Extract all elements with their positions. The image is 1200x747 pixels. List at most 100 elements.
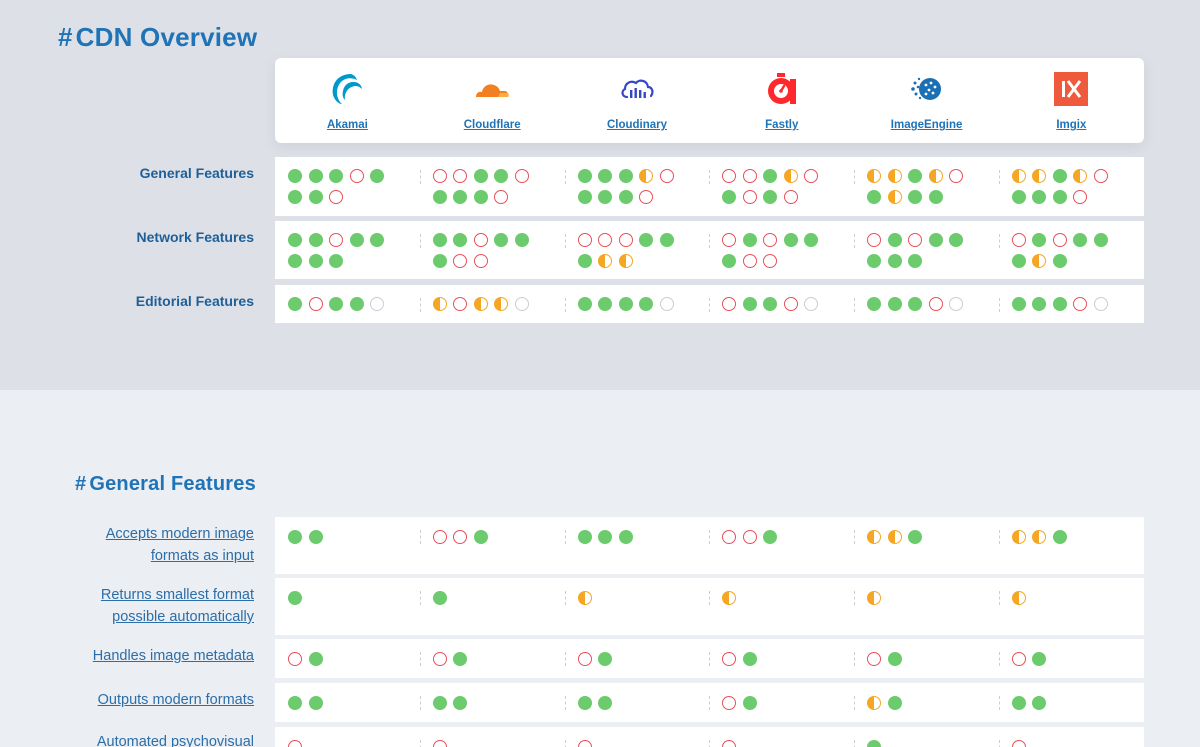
score-cell [564,727,710,747]
vendor-link-fastly[interactable]: Fastly [765,119,799,131]
score-cell [275,578,420,635]
feature-link-image-metadata[interactable]: Handles image metadata [92,648,254,664]
score-cell [709,639,854,678]
score-full-dot [742,652,757,666]
category-label-network: Network Features [136,229,254,245]
score-full-dot [639,297,654,311]
score-full-dot [288,591,302,605]
score-full-dot [598,696,613,710]
score-cell [709,221,854,279]
score-full-dot [887,652,902,666]
vendor-link-imageengine[interactable]: ImageEngine [890,119,963,131]
score-none-dot [722,652,737,666]
score-full-dot [473,169,488,183]
score-partial-dot [618,253,633,268]
score-partial-dot [577,591,592,605]
score-cell [998,639,1144,678]
score-cell [854,221,999,279]
score-partial-dot [887,169,902,183]
score-full-dot [349,233,364,247]
score-full-dot [618,297,633,311]
vendor-imgix[interactable]: Imgix [999,58,1144,143]
feature-link-smallest-format[interactable]: Returns smallest format possible automat… [100,587,254,625]
category-row-general [275,157,1144,216]
score-none-dot [453,253,468,268]
score-full-dot [949,233,964,247]
feature-link-accepts-modern-formats[interactable]: Accepts modern image formats as input [105,526,254,564]
overview-anchor-link[interactable]: # [58,22,73,52]
score-partial-dot [1011,591,1026,605]
feature-row-smallest-format [275,578,1144,635]
feature-row-modern-outputs [275,683,1144,722]
score-cell [275,285,420,323]
score-full-dot [867,189,882,204]
score-full-dot [722,253,737,268]
vendor-cloudinary[interactable]: Cloudinary [565,58,710,143]
score-full-dot [867,253,882,268]
vendor-akamai[interactable]: Akamai [275,58,420,143]
score-partial-dot [783,169,798,183]
score-full-dot [908,169,923,183]
score-cell [419,578,565,635]
general-features-anchor-link[interactable]: # [75,473,87,495]
vendor-cloudflare[interactable]: Cloudflare [420,58,565,143]
score-full-dot [288,696,302,710]
score-none-dot [783,297,798,311]
score-none-dot [598,233,613,247]
score-cell [854,639,999,678]
general-features-title: # General Features [75,473,256,495]
feature-link-modern-outputs[interactable]: Outputs modern formats [97,692,254,708]
vendor-link-imgix[interactable]: Imgix [1056,119,1087,131]
score-full-dot [432,253,447,268]
score-partial-dot [1011,530,1026,544]
score-partial-dot [867,591,882,605]
score-full-dot [1011,696,1026,710]
score-full-dot [349,297,364,311]
score-none-dot [867,652,882,666]
score-cell [564,157,710,216]
score-full-dot [598,169,613,183]
score-na-dot [949,297,964,311]
score-full-dot [473,189,488,204]
score-none-dot [1011,740,1026,747]
score-none-dot [722,297,737,311]
score-cell [854,157,999,216]
score-full-dot [1032,233,1047,247]
vendor-fastly[interactable]: Fastly [709,58,854,143]
vendor-link-cloudinary[interactable]: Cloudinary [606,119,668,131]
score-none-dot [722,169,737,183]
vendor-header-card: Akamai Cloudflare Cloudinary Fastly Imag… [275,58,1144,143]
score-full-dot [1032,297,1047,311]
score-full-dot [494,169,509,183]
vendor-link-akamai[interactable]: Akamai [326,119,368,131]
score-partial-dot [598,253,613,268]
score-cell [709,517,854,574]
category-row-network [275,221,1144,279]
score-none-dot [742,530,757,544]
score-partial-dot [1032,530,1047,544]
score-none-dot [659,169,674,183]
score-full-dot [867,297,882,311]
score-full-dot [908,253,923,268]
cloudinary-logo-icon [619,71,655,107]
score-full-dot [577,189,592,204]
score-cell [998,517,1144,574]
score-full-dot [763,297,778,311]
score-none-dot [1052,233,1067,247]
vendor-link-cloudflare[interactable]: Cloudflare [463,119,521,131]
score-full-dot [598,189,613,204]
score-full-dot [577,297,592,311]
score-full-dot [928,233,943,247]
score-partial-dot [887,189,902,204]
score-none-dot [577,652,592,666]
score-none-dot [577,233,592,247]
score-full-dot [308,696,323,710]
feature-link-psychovisual[interactable]: Automated psychovisual [96,734,254,747]
score-full-dot [1052,530,1067,544]
score-full-dot [329,297,343,311]
score-cell [709,683,854,722]
score-full-dot [1032,189,1047,204]
category-label-general: General Features [139,165,254,181]
vendor-imageengine[interactable]: ImageEngine [854,58,999,143]
score-none-dot [639,189,654,204]
